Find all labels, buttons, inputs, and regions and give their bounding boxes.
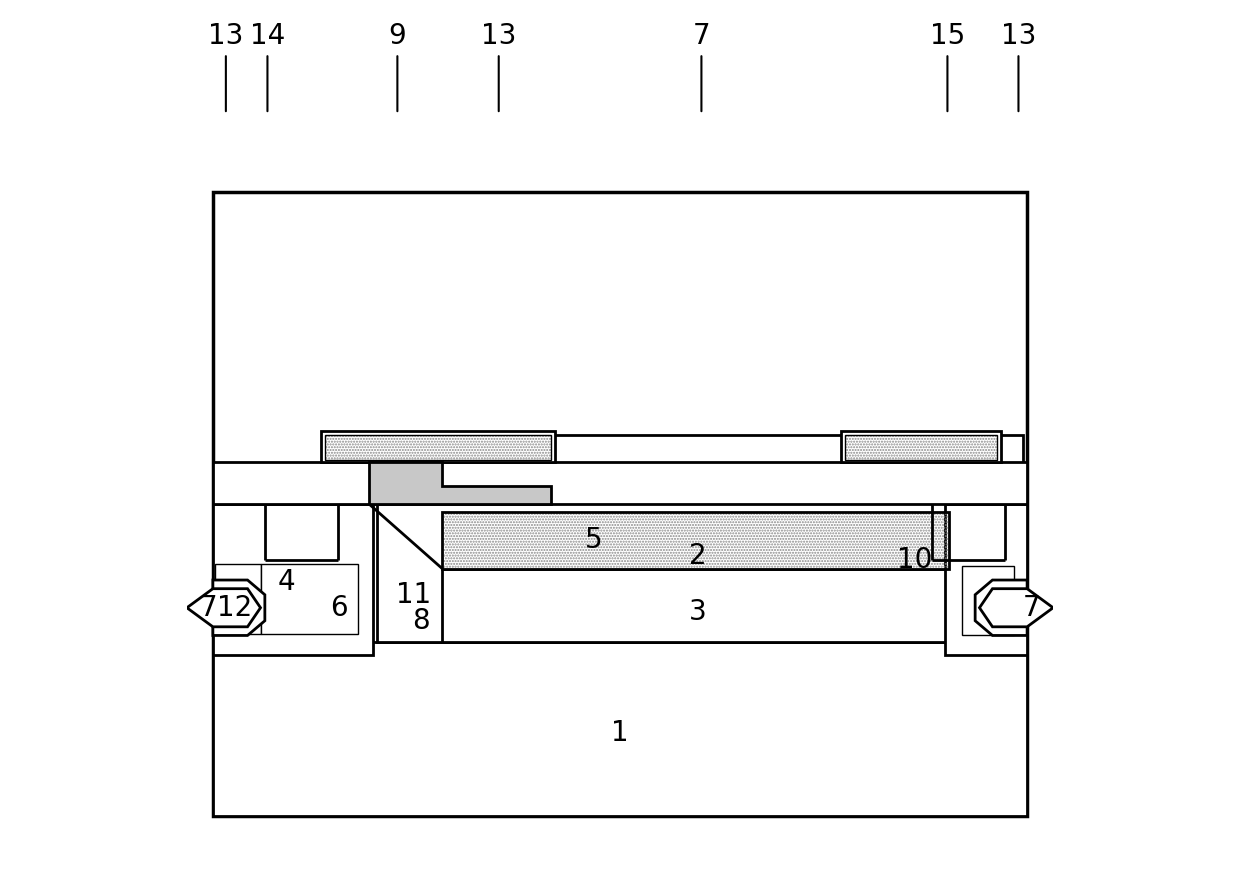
Polygon shape [975, 580, 1027, 635]
Text: 14: 14 [249, 22, 285, 50]
Text: 13: 13 [208, 22, 243, 50]
Bar [321, 431, 556, 462]
Text: 8: 8 [412, 607, 429, 634]
Text: 6: 6 [330, 594, 347, 621]
Bar [216, 565, 260, 634]
Bar [443, 513, 949, 569]
Bar [213, 504, 373, 655]
Bar [443, 569, 949, 642]
Bar [962, 567, 1014, 635]
Bar [213, 642, 1027, 816]
Bar [325, 434, 551, 461]
Text: 4: 4 [278, 567, 295, 596]
Bar [260, 565, 357, 634]
Text: 9: 9 [388, 22, 407, 50]
Polygon shape [187, 588, 260, 627]
Text: 7: 7 [200, 594, 217, 621]
Text: 11: 11 [397, 580, 432, 609]
Bar [945, 504, 1027, 655]
Text: 10: 10 [897, 546, 932, 574]
Bar [846, 434, 997, 461]
Text: 3: 3 [689, 598, 707, 626]
Text: 7: 7 [1023, 594, 1040, 621]
Bar [377, 434, 1023, 642]
Bar [841, 431, 1001, 462]
Polygon shape [980, 588, 1053, 627]
Text: 13: 13 [481, 22, 516, 50]
Text: 7: 7 [693, 22, 711, 50]
Polygon shape [368, 462, 551, 504]
Text: 12: 12 [217, 594, 252, 621]
Bar [213, 192, 1027, 816]
Polygon shape [213, 580, 265, 635]
Text: 15: 15 [930, 22, 965, 50]
Text: 13: 13 [1001, 22, 1037, 50]
Text: 2: 2 [689, 541, 707, 570]
Text: 1: 1 [611, 720, 629, 747]
Bar [213, 462, 1027, 504]
Text: 5: 5 [585, 526, 603, 554]
